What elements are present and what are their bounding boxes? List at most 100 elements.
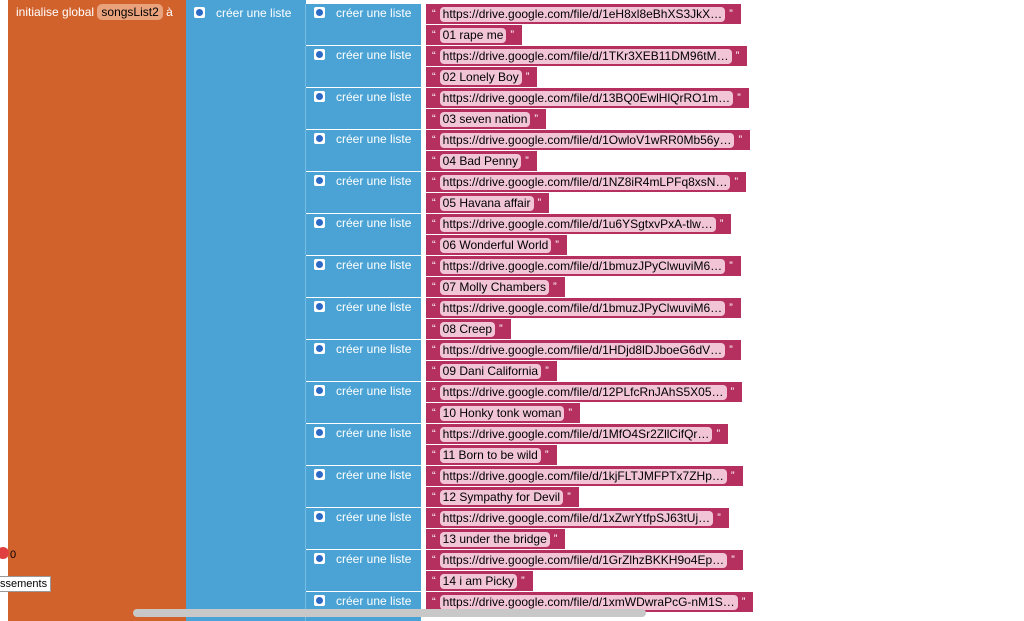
inner-list-block[interactable]: [305, 466, 421, 507]
url-field: https://drive.google.com/file/d/1NZ8iR4m…: [439, 174, 731, 190]
name-text-block[interactable]: “01 rape me”: [426, 25, 523, 45]
global-init-block[interactable]: [8, 0, 186, 621]
url-text-block[interactable]: “https://drive.google.com/file/d/1MfO4Sr…: [426, 424, 729, 444]
url-text-block[interactable]: “https://drive.google.com/file/d/1bmuzJP…: [426, 298, 741, 318]
url-text-block[interactable]: “https://drive.google.com/file/d/1bmuzJP…: [426, 256, 741, 276]
init-to: à: [166, 5, 173, 19]
name-text-block[interactable]: “05 Havana affair”: [426, 193, 550, 213]
open-quote: “: [432, 134, 436, 146]
mutator-icon[interactable]: [314, 7, 325, 18]
close-quote: ”: [499, 323, 503, 335]
url-text-block[interactable]: “https://drive.google.com/file/d/1NZ8iR4…: [426, 172, 747, 192]
init-label-row: initialise global songsList2 à: [16, 4, 173, 20]
open-quote: “: [432, 92, 436, 104]
url-text-block[interactable]: “https://drive.google.com/file/d/1eH8xl8…: [426, 4, 741, 24]
mutator-icon[interactable]: [314, 469, 325, 480]
name-field: 03 seven nation: [439, 111, 531, 127]
name-field: 10 Honky tonk woman: [439, 405, 565, 421]
name-text-block[interactable]: “10 Honky tonk woman”: [426, 403, 581, 423]
url-text-block[interactable]: “https://drive.google.com/file/d/1u6YSgt…: [426, 214, 732, 234]
name-field: 14 i am Picky: [439, 573, 518, 589]
open-quote: “: [432, 491, 436, 503]
outer-list-block[interactable]: [186, 0, 306, 621]
name-text-block[interactable]: “04 Bad Penny”: [426, 151, 537, 171]
open-quote: “: [432, 323, 436, 335]
open-quote: “: [432, 302, 436, 314]
url-field: https://drive.google.com/file/d/1bmuzJPy…: [439, 258, 726, 274]
horizontal-scrollbar[interactable]: [133, 609, 646, 617]
open-quote: “: [432, 365, 436, 377]
open-quote: “: [432, 50, 436, 62]
open-quote: “: [432, 596, 436, 608]
open-quote: “: [432, 575, 436, 587]
url-text-block[interactable]: “https://drive.google.com/file/d/13BQ0Ew…: [426, 88, 749, 108]
mutator-icon[interactable]: [314, 133, 325, 144]
open-quote: “: [432, 155, 436, 167]
error-icon[interactable]: [0, 547, 9, 559]
mutator-icon[interactable]: [314, 175, 325, 186]
url-text-block[interactable]: “https://drive.google.com/file/d/1HDjd8l…: [426, 340, 741, 360]
name-text-block[interactable]: “07 Molly Chambers”: [426, 277, 565, 297]
mutator-icon[interactable]: [314, 511, 325, 522]
name-text-block[interactable]: “02 Lonely Boy”: [426, 67, 538, 87]
close-quote: ”: [553, 533, 558, 545]
url-text-block[interactable]: “https://drive.google.com/file/d/1xZwrYt…: [426, 508, 729, 528]
inner-list-label: créer une liste: [336, 132, 412, 146]
open-quote: “: [432, 554, 436, 566]
inner-list-label: créer une liste: [336, 384, 412, 398]
mutator-icon[interactable]: [194, 7, 205, 18]
mutator-icon[interactable]: [314, 91, 325, 102]
close-quote: ”: [737, 92, 741, 104]
url-text-block[interactable]: “https://drive.google.com/file/d/1xmWDwr…: [426, 592, 754, 612]
mutator-icon[interactable]: [314, 259, 325, 270]
url-field: https://drive.google.com/file/d/13BQ0Ewl…: [439, 90, 734, 106]
mutator-icon[interactable]: [314, 301, 325, 312]
url-text-block[interactable]: “https://drive.google.com/file/d/12PLfcR…: [426, 382, 743, 402]
url-field: https://drive.google.com/file/d/1kjFLTJM…: [439, 468, 727, 484]
init-label: initialise global: [16, 5, 95, 19]
url-text-block[interactable]: “https://drive.google.com/file/d/1OwloV1…: [426, 130, 751, 150]
close-quote: ”: [729, 344, 733, 356]
inner-list-label: créer une liste: [336, 468, 412, 482]
open-quote: “: [432, 512, 436, 524]
name-field: 05 Havana affair: [439, 195, 534, 211]
name-text-block[interactable]: “13 under the bridge”: [426, 529, 566, 549]
inner-list-label: créer une liste: [336, 426, 412, 440]
close-quote: ”: [525, 155, 529, 167]
inner-list-label: créer une liste: [336, 6, 412, 20]
inner-list-block[interactable]: [305, 46, 421, 87]
open-quote: “: [432, 344, 436, 356]
inner-list-label: créer une liste: [336, 174, 412, 188]
mutator-icon[interactable]: [314, 595, 325, 606]
url-text-block[interactable]: “https://drive.google.com/file/d/1GrZlhz…: [426, 550, 743, 570]
url-field: https://drive.google.com/file/d/1eH8xl8e…: [439, 6, 726, 22]
close-quote: ”: [735, 50, 740, 62]
mutator-icon[interactable]: [314, 385, 325, 396]
name-text-block[interactable]: “03 seven nation”: [426, 109, 547, 129]
open-quote: “: [432, 470, 436, 482]
url-text-block[interactable]: “https://drive.google.com/file/d/1TKr3XE…: [426, 46, 748, 66]
variable-name[interactable]: songsList2: [97, 4, 163, 20]
mutator-icon[interactable]: [314, 49, 325, 60]
name-text-block[interactable]: “11 Born to be wild”: [426, 445, 557, 465]
url-field: https://drive.google.com/file/d/1TKr3XEB…: [439, 48, 732, 64]
inner-list-block[interactable]: [305, 88, 421, 129]
warning-toggle[interactable]: ssements: [0, 576, 52, 592]
open-quote: “: [432, 218, 436, 230]
mutator-icon[interactable]: [314, 343, 325, 354]
open-quote: “: [432, 8, 436, 20]
name-text-block[interactable]: “09 Dani California”: [426, 361, 557, 381]
mutator-icon[interactable]: [314, 427, 325, 438]
open-quote: “: [432, 71, 436, 83]
close-quote: ”: [553, 281, 557, 293]
url-text-block[interactable]: “https://drive.google.com/file/d/1kjFLTJ…: [426, 466, 743, 486]
open-quote: “: [432, 176, 436, 188]
name-text-block[interactable]: “14 i am Picky”: [426, 571, 533, 591]
name-text-block[interactable]: “06 Wonderful World”: [426, 235, 567, 255]
name-text-block[interactable]: “12 Sympathy for Devil”: [426, 487, 579, 507]
mutator-icon[interactable]: [314, 217, 325, 228]
mutator-icon[interactable]: [314, 553, 325, 564]
name-field: 11 Born to be wild: [439, 447, 541, 463]
name-text-block[interactable]: “08 Creep”: [426, 319, 511, 339]
